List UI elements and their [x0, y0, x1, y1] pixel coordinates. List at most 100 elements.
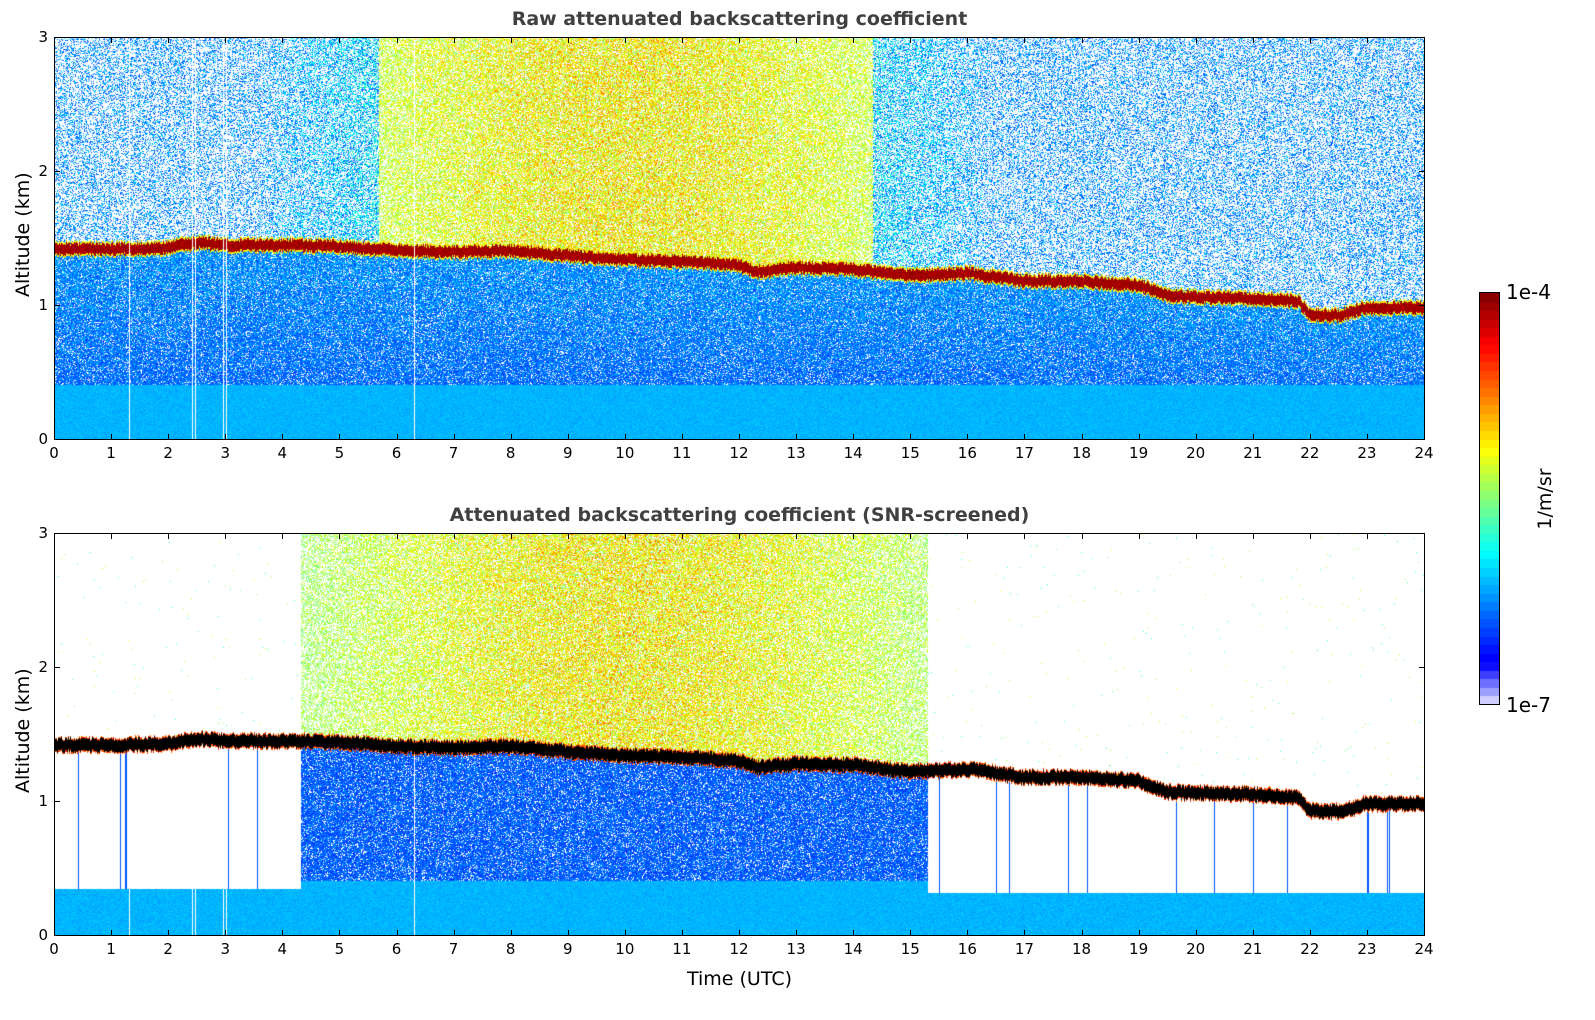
x-tick-label: 19 [1129, 940, 1149, 958]
x-tick-label: 11 [672, 444, 692, 462]
x-tick-label: 22 [1300, 940, 1320, 958]
x-tick-mark [853, 533, 855, 539]
x-tick-label: 23 [1357, 444, 1377, 462]
x-tick-mark [282, 434, 284, 440]
y-tick-mark [54, 305, 60, 306]
x-tick-label: 20 [1186, 444, 1206, 462]
x-tick-label: 18 [1071, 940, 1092, 958]
x-tick-mark [1424, 533, 1425, 539]
screened-backscatter-heatmap [55, 534, 1424, 935]
x-tick-mark [853, 37, 855, 43]
x-tick-mark [796, 930, 798, 936]
x-axis-label: Time (UTC) [686, 968, 793, 990]
x-tick-mark [282, 533, 284, 539]
x-tick-label: 13 [786, 444, 806, 462]
x-tick-label: 14 [843, 940, 863, 958]
x-tick-mark [510, 434, 512, 440]
x-tick-label: 24 [1414, 940, 1434, 958]
x-tick-mark [1024, 533, 1026, 539]
x-tick-mark [453, 930, 455, 936]
x-tick-mark [624, 930, 626, 936]
x-tick-mark [739, 533, 740, 539]
x-tick-label: 16 [957, 444, 977, 462]
x-tick-mark [624, 533, 626, 539]
x-tick-mark [1195, 434, 1197, 440]
x-tick-label: 10 [615, 940, 635, 958]
x-tick-mark [510, 533, 512, 539]
y-tick-label: 1 [38, 296, 48, 314]
x-tick-mark [1195, 37, 1197, 43]
x-tick-label: 16 [957, 940, 977, 958]
x-tick-mark [1366, 533, 1368, 539]
x-tick-mark [681, 930, 683, 936]
x-tick-mark [396, 434, 398, 440]
x-tick-label: 18 [1071, 444, 1092, 462]
x-tick-label: 5 [334, 940, 345, 958]
x-tick-mark [225, 37, 227, 43]
x-tick-label: 2 [163, 444, 173, 462]
x-tick-label: 15 [900, 940, 920, 958]
x-tick-mark [510, 37, 512, 43]
x-tick-mark [567, 37, 569, 43]
x-tick-mark [1252, 930, 1254, 936]
x-tick-mark [681, 434, 683, 440]
x-tick-mark [282, 37, 284, 43]
x-tick-mark [396, 930, 398, 936]
x-tick-mark [796, 533, 798, 539]
x-tick-label: 9 [562, 940, 573, 958]
x-tick-mark [339, 37, 341, 43]
y-tick-label: 0 [38, 926, 48, 944]
x-tick-mark [910, 434, 912, 440]
y-tick-mark [54, 533, 60, 534]
x-tick-mark [1424, 434, 1425, 440]
x-tick-label: 21 [1243, 940, 1263, 958]
x-tick-mark [910, 37, 912, 43]
x-tick-mark [339, 533, 341, 539]
x-tick-label: 14 [843, 444, 863, 462]
x-tick-mark [967, 434, 969, 440]
x-tick-mark [453, 533, 455, 539]
x-tick-mark [1081, 37, 1083, 43]
x-tick-mark [739, 930, 740, 936]
x-tick-mark [1195, 533, 1197, 539]
x-tick-mark [339, 434, 341, 440]
x-tick-label: 2 [163, 940, 173, 958]
y-tick-mark [1419, 935, 1425, 936]
x-tick-mark [910, 533, 912, 539]
x-tick-mark [1138, 434, 1140, 440]
x-tick-label: 6 [391, 444, 402, 462]
x-tick-label: 6 [391, 940, 402, 958]
x-tick-mark [739, 434, 740, 440]
x-tick-label: 17 [1014, 444, 1034, 462]
x-tick-mark [225, 930, 227, 936]
x-tick-label: 13 [786, 940, 806, 958]
x-tick-mark [567, 930, 569, 936]
x-tick-label: 1 [106, 940, 116, 958]
x-tick-mark [168, 37, 170, 43]
x-tick-label: 12 [729, 444, 749, 462]
x-tick-mark [967, 533, 969, 539]
x-tick-mark [54, 533, 55, 539]
y-tick-mark [54, 667, 60, 668]
x-tick-label: 9 [562, 444, 573, 462]
x-tick-mark [1424, 930, 1425, 936]
x-tick-mark [624, 434, 626, 440]
x-tick-mark [396, 533, 398, 539]
x-tick-mark [282, 930, 284, 936]
x-tick-label: 19 [1129, 444, 1149, 462]
x-tick-mark [111, 930, 113, 936]
x-tick-mark [168, 434, 170, 440]
x-tick-mark [1366, 930, 1368, 936]
x-tick-label: 23 [1357, 940, 1377, 958]
x-tick-mark [1309, 930, 1311, 936]
y-tick-label: 1 [38, 792, 48, 810]
x-tick-mark [1309, 37, 1311, 43]
x-tick-label: 5 [334, 444, 345, 462]
raw-backscatter-plot [54, 37, 1425, 440]
x-tick-label: 10 [615, 444, 635, 462]
x-tick-mark [681, 533, 683, 539]
x-tick-mark [168, 533, 170, 539]
x-tick-label: 8 [505, 444, 516, 462]
y-tick-mark [1419, 667, 1425, 668]
colorbar [1479, 292, 1500, 705]
